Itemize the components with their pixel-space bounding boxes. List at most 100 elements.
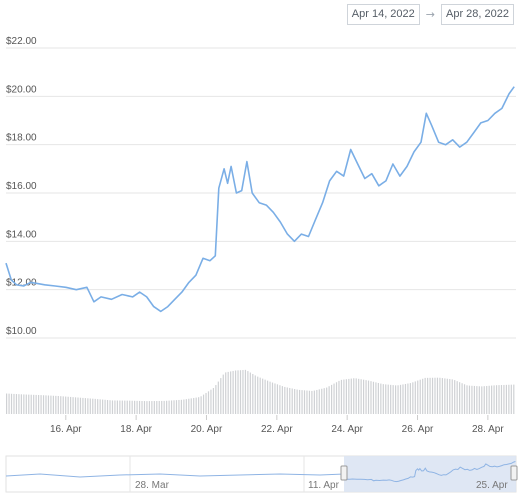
y-tick-label: $14.00 <box>6 229 37 240</box>
volume-bar <box>429 377 431 414</box>
volume-bar <box>456 381 458 414</box>
volume-bar <box>202 394 205 414</box>
volume-bar <box>163 400 165 414</box>
volume-bar <box>136 400 138 414</box>
volume-bar <box>340 379 343 414</box>
navigator-handle-left[interactable] <box>340 465 348 481</box>
volume-bar <box>79 397 82 414</box>
price-line <box>5 86 515 313</box>
volume-bar <box>377 382 379 414</box>
volume-bar <box>281 386 283 414</box>
volume-bar <box>372 381 375 414</box>
y-tick-label: $22.00 <box>6 36 37 47</box>
volume-bar <box>476 386 478 414</box>
volume-bar <box>343 379 345 414</box>
date-to-input[interactable]: Apr 28, 2022 <box>441 4 514 25</box>
volume-bar <box>326 387 328 414</box>
volume-bar <box>13 393 15 414</box>
volume-bar <box>119 400 121 414</box>
volume-bar <box>321 388 323 414</box>
volume-bar <box>47 395 50 414</box>
volume-bar <box>454 380 456 414</box>
volume-bar <box>417 380 419 414</box>
volume-bar <box>170 400 173 414</box>
volume-bar <box>65 396 67 414</box>
volume-bar <box>50 395 52 414</box>
volume-bar <box>99 399 101 414</box>
volume-bar <box>444 378 446 414</box>
volume-bar <box>367 380 370 414</box>
volume-bar <box>259 377 261 414</box>
volume-bar <box>180 399 183 414</box>
volume-bar <box>254 375 256 414</box>
volume-bar <box>348 378 350 414</box>
volume-bar <box>441 378 443 414</box>
volume-bar <box>360 379 362 414</box>
volume-bar <box>365 380 367 414</box>
volume-bar <box>274 383 276 414</box>
volume-bar <box>23 394 25 414</box>
navigator[interactable]: 28. Mar 11. Apr 25. Apr <box>5 455 518 493</box>
volume-bar <box>328 386 330 414</box>
volume-bar <box>446 378 448 414</box>
navigator-selection[interactable] <box>344 456 516 492</box>
navigator-label: 11. Apr <box>308 480 340 491</box>
volume-bar <box>264 379 266 414</box>
volume-bar <box>121 400 123 414</box>
volume-bar <box>414 381 416 414</box>
volume-bar <box>18 394 20 414</box>
volume-bar <box>190 398 192 414</box>
volume-bar <box>422 378 424 414</box>
volume-bar <box>175 400 178 414</box>
volume-bar <box>94 398 96 414</box>
volume-bar <box>296 389 298 414</box>
volume-bar <box>126 400 128 414</box>
volume-bar <box>185 399 187 414</box>
volume-bar <box>252 373 254 414</box>
volume-bar <box>82 397 84 414</box>
volume-bar <box>15 394 18 414</box>
volume-bar <box>471 385 473 414</box>
volume-bar <box>308 390 311 414</box>
volume-bar <box>84 398 86 414</box>
volume-bar <box>481 386 483 414</box>
volume-bar <box>178 399 180 414</box>
volume-bar <box>289 387 291 414</box>
volume-bar <box>173 400 175 414</box>
volume-bar <box>222 374 224 414</box>
x-axis-labels: 16. Apr 18. Apr 20. Apr 22. Apr 24. Apr 26. A… <box>50 415 504 435</box>
volume-bar <box>227 371 229 414</box>
volume-bar <box>52 395 54 414</box>
volume-bar <box>239 370 242 414</box>
volume-bar <box>431 377 434 414</box>
volume-bar <box>242 370 244 414</box>
arrow-right-icon: → <box>425 8 435 21</box>
volume-bar <box>151 401 153 414</box>
grid-lines <box>6 47 516 339</box>
volume-bar <box>355 378 357 414</box>
volume-bar <box>439 377 441 414</box>
volume-bar <box>363 379 365 414</box>
y-tick-label: $16.00 <box>6 181 37 192</box>
date-from-input[interactable]: Apr 14, 2022 <box>346 4 420 25</box>
volume-bar <box>104 399 106 414</box>
volume-bar <box>72 397 74 414</box>
volume-bar <box>87 398 89 414</box>
volume-bar <box>375 382 377 414</box>
navigator-handle-right[interactable] <box>510 465 518 481</box>
y-tick-label: $18.00 <box>6 133 37 144</box>
volume-bar <box>134 400 136 414</box>
volume-bar <box>74 397 77 414</box>
volume-bar <box>129 400 131 414</box>
volume-bar <box>40 395 42 414</box>
volume-bar <box>42 395 45 414</box>
volume-bar <box>156 400 158 414</box>
volume-bar <box>498 385 500 414</box>
volume-bar <box>30 394 32 414</box>
volume-bar <box>434 377 436 414</box>
volume-bar <box>193 397 195 414</box>
x-tick-label: 26. Apr <box>402 424 434 435</box>
volume-bar <box>508 384 510 414</box>
volume-bar <box>395 385 397 414</box>
volume-bar <box>28 394 30 414</box>
